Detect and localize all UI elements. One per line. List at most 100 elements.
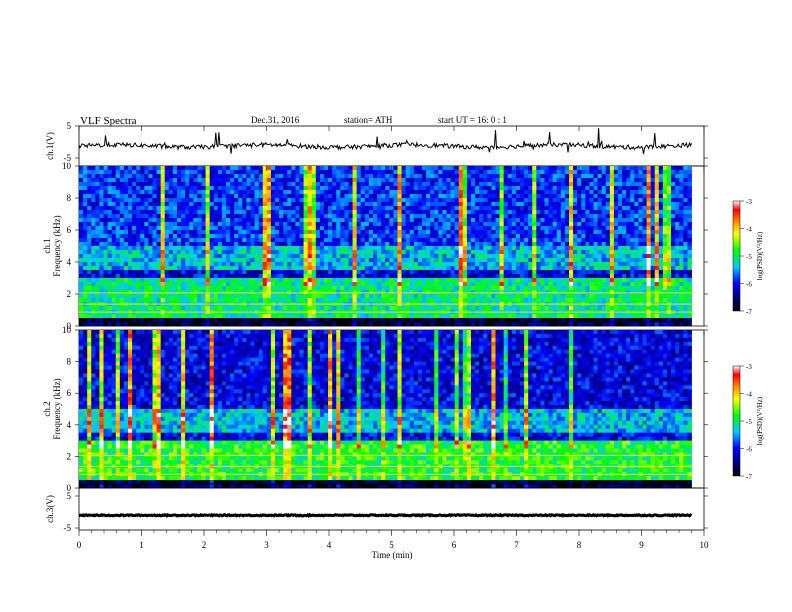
spectrogram-cell: [393, 234, 398, 239]
spectrogram-cell: [540, 174, 545, 179]
spectrogram-cell: [283, 186, 288, 191]
spectrogram-cell: [197, 278, 202, 283]
spectrogram-cell: [168, 170, 174, 175]
spectrogram-cell: [193, 166, 198, 171]
spectrogram-cell: [540, 194, 545, 199]
spectrogram-cell: [311, 242, 317, 247]
spectrogram-cell: [564, 270, 570, 275]
spectrogram-cell: [601, 286, 607, 291]
spectrogram-cell: [687, 182, 692, 187]
spectrogram-cell: [181, 282, 186, 287]
spectrogram-cell: [458, 210, 464, 215]
spectrogram-cell: [185, 238, 190, 243]
spectrogram-cell: [295, 222, 300, 227]
spectrogram-cell: [144, 226, 149, 231]
spectrogram-cell: [160, 230, 166, 235]
spectrogram-cell: [499, 170, 505, 175]
spectrogram-cell: [548, 230, 554, 235]
spectrogram-cell: [385, 246, 390, 251]
spectrogram-cell: [479, 226, 484, 231]
spectrogram-cell: [528, 258, 533, 263]
spectrogram-cell: [91, 266, 96, 271]
spectrogram-cell: [532, 166, 537, 171]
spectrogram-cell: [458, 262, 464, 267]
spectrogram-cell: [156, 270, 162, 275]
spectrogram-cell: [295, 210, 300, 215]
spectrogram-cell: [413, 238, 419, 243]
spectrogram-cell: [475, 246, 480, 251]
spectrogram-cell: [662, 190, 668, 195]
spectrogram-cell: [177, 262, 182, 267]
spectrogram-cell: [454, 234, 460, 239]
spectrogram-cell: [254, 190, 260, 195]
spectrogram-cell: [307, 178, 313, 183]
spectrogram-cell: [409, 222, 415, 227]
spectrogram-cell: [148, 250, 153, 255]
spectrogram-cell: [336, 210, 341, 215]
spectrogram-cell: [319, 178, 325, 183]
spectrogram-cell: [483, 202, 488, 207]
spectrogram-cell: [430, 222, 435, 227]
spectrogram-cell: [364, 210, 370, 215]
spectrogram-cell: [79, 262, 84, 267]
spectrogram-cell: [160, 178, 166, 183]
spectrogram-cell: [507, 226, 513, 231]
spectrogram-cell: [299, 170, 304, 175]
spectrogram-cell: [654, 230, 660, 235]
spectrogram-cell: [295, 194, 300, 199]
spectrogram-cell: [258, 202, 264, 207]
spectrogram-cell: [515, 294, 521, 299]
spectrogram-cell: [356, 194, 362, 199]
spectrogram-cell: [618, 186, 623, 191]
spectrogram-cell: [111, 210, 117, 215]
spectrogram-cell: [389, 174, 394, 179]
spectrogram-cell: [356, 202, 362, 207]
spectrogram-cell: [466, 178, 472, 183]
spectrogram-cell: [91, 194, 96, 199]
spectrogram-cell: [221, 262, 227, 267]
spectrogram-cell: [389, 214, 394, 219]
spectrogram-cell: [181, 218, 186, 223]
spectrogram-cell: [462, 202, 468, 207]
spectrogram-cell: [360, 198, 366, 203]
spectrogram-cell: [675, 210, 680, 215]
spectrogram-cell: [544, 174, 549, 179]
spectrogram-cell: [560, 190, 566, 195]
spectrogram-cell: [646, 270, 652, 275]
spectrogram-cell: [238, 246, 243, 251]
spectrogram-cell: [491, 278, 496, 283]
spectrogram-cell: [136, 242, 141, 247]
spectrogram-cell: [597, 194, 603, 199]
spectrogram-cell: [515, 210, 521, 215]
spectrogram-cell: [397, 238, 402, 243]
spectrogram-cell: [148, 174, 153, 179]
spectrogram-cell: [605, 290, 611, 295]
spectrogram-cell: [189, 290, 194, 295]
spectrogram-cell: [475, 250, 480, 255]
spectrogram-cell: [119, 202, 125, 207]
spectrogram-cell: [283, 266, 288, 271]
spectrogram-cell: [91, 170, 96, 175]
spectrogram-cell: [332, 174, 337, 179]
spectrogram-cell: [520, 266, 525, 271]
spectrogram-cell: [291, 270, 296, 275]
spectrogram-cell: [95, 166, 100, 171]
spectrogram-cell: [344, 218, 349, 223]
spectrogram-cell: [409, 262, 415, 267]
spectrogram-cell: [291, 238, 296, 243]
spectrogram-cell: [160, 262, 166, 267]
spectrogram-cell: [319, 210, 325, 215]
spectrogram-cell: [536, 274, 541, 279]
spectrogram-cell: [413, 226, 419, 231]
spectrogram-cell: [99, 226, 104, 231]
spectrogram-cell: [356, 294, 362, 299]
spectrogram-cell: [319, 254, 325, 259]
spectrogram-cell: [430, 214, 435, 219]
spectrogram-cell: [569, 186, 574, 191]
spectrogram-cell: [454, 186, 460, 191]
spectrogram-cell: [634, 198, 639, 203]
spectrogram-cell: [221, 234, 227, 239]
spectrogram-cell: [136, 230, 141, 235]
spectrogram-cell: [373, 278, 378, 283]
spectrogram-cell: [438, 186, 443, 191]
